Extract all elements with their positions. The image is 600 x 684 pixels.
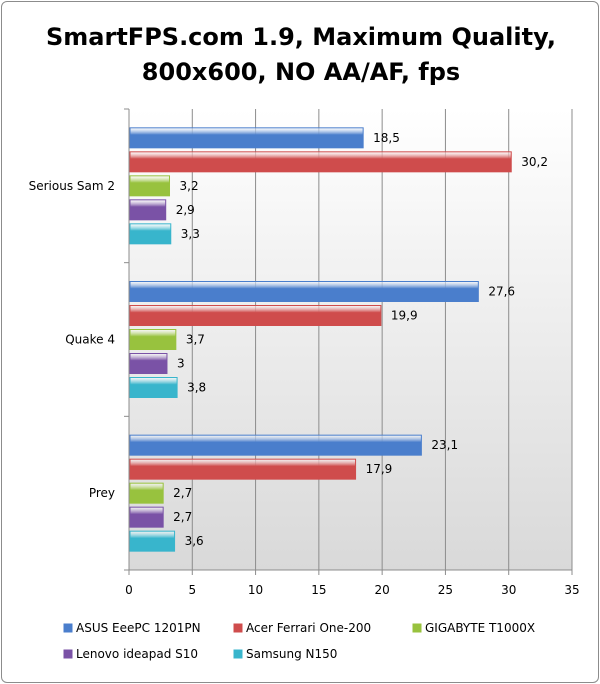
data-label: 17,9 [366, 462, 393, 476]
legend-swatch [233, 623, 243, 633]
legend-swatch [233, 649, 243, 659]
bar [129, 530, 176, 552]
legend-entry: Lenovo ideapad S10 [76, 647, 198, 661]
bar [129, 329, 177, 350]
bar [129, 175, 171, 197]
x-tick-label: 20 [375, 583, 390, 597]
x-tick-label: 25 [438, 583, 453, 597]
x-tick-label: 15 [311, 583, 326, 597]
bar [129, 506, 164, 528]
bar [129, 377, 178, 398]
data-label: 3,8 [187, 381, 206, 395]
data-label: 23,1 [431, 438, 458, 452]
bar [129, 223, 172, 245]
legend-entry: ASUS EeePC 1201PN [76, 621, 201, 635]
legend-swatch [63, 649, 73, 659]
bar [129, 199, 167, 221]
legend-entry: Samsung N150 [246, 647, 337, 661]
x-tick-label: 5 [188, 583, 196, 597]
chart-title-line-1: SmartFPS.com 1.9, Maximum Quality, [46, 23, 556, 51]
bar [129, 305, 382, 326]
data-label: 19,9 [391, 309, 418, 323]
data-label: 3,2 [180, 179, 199, 193]
x-tick-label: 35 [564, 583, 579, 597]
category-label: Prey [89, 486, 115, 500]
data-label: 2,9 [176, 203, 195, 217]
bar [129, 458, 357, 480]
bar [129, 151, 512, 173]
data-label: 3 [177, 357, 185, 371]
category-label: Serious Sam 2 [29, 179, 115, 193]
category-label: Quake 4 [65, 333, 115, 347]
bar [129, 353, 168, 374]
data-label: 3,3 [181, 227, 200, 241]
data-label: 3,6 [185, 534, 204, 548]
x-tick-label: 10 [248, 583, 263, 597]
x-tick-label: 30 [501, 583, 516, 597]
legend-swatch [412, 623, 422, 633]
data-label: 18,5 [373, 131, 400, 145]
plot-area [129, 109, 572, 570]
bar [129, 281, 479, 302]
data-label: 27,6 [488, 285, 515, 299]
legend-entry: GIGABYTE T1000X [425, 621, 535, 635]
legend-swatch [63, 623, 73, 633]
legend-entry: Acer Ferrari One-200 [246, 621, 371, 635]
bar [129, 434, 422, 456]
data-label: 2,7 [173, 486, 192, 500]
bar [129, 482, 164, 504]
data-label: 3,7 [186, 333, 205, 347]
bar [129, 127, 364, 149]
data-label: 2,7 [173, 510, 192, 524]
chart-title-line-2: 800x600, NO AA/AF, fps [141, 58, 461, 86]
x-tick-label: 0 [125, 583, 133, 597]
data-label: 30,2 [521, 155, 548, 169]
